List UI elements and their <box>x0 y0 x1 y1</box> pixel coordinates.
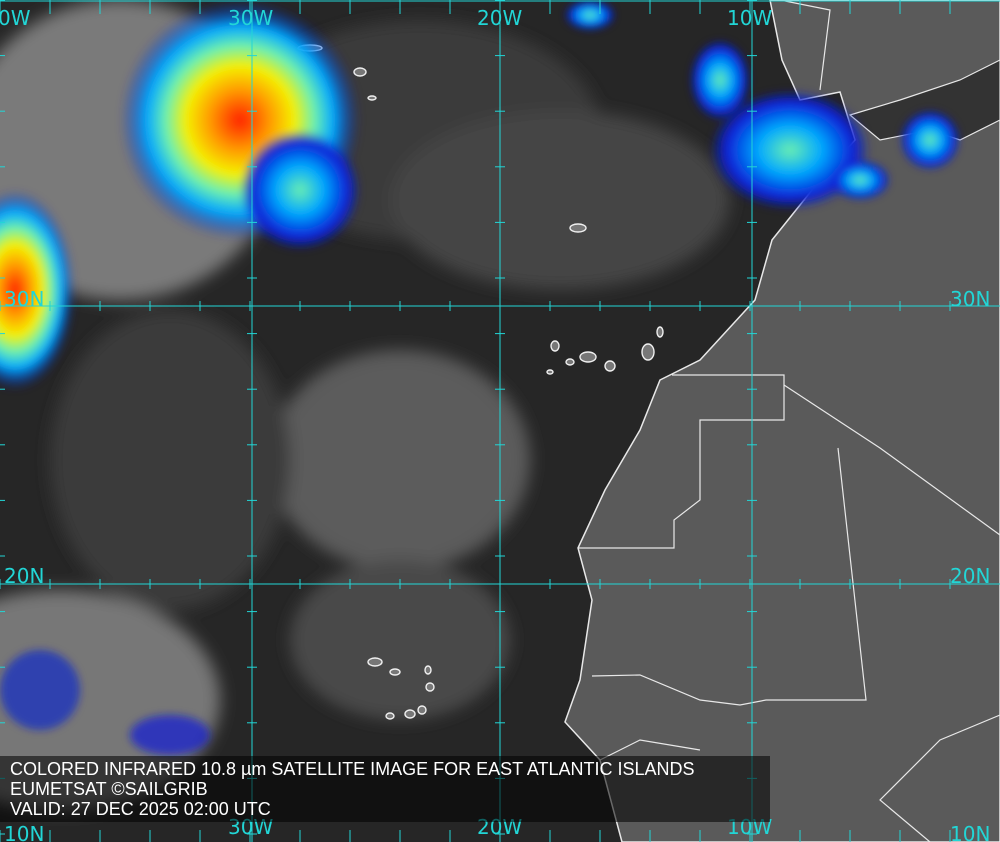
lon-label-bottom-1: 30W <box>228 815 274 839</box>
lat-label-right-1: 20N <box>950 564 991 588</box>
caption-box: COLORED INFRARED 10.8 µm SATELLITE IMAGE… <box>0 756 770 822</box>
cold-cloud-tops <box>0 0 960 755</box>
lat-label-left-1: 20N <box>4 564 45 588</box>
lat-label-right-2: 10N <box>950 822 991 842</box>
grid-ticks <box>0 0 951 842</box>
lat-label-right-0: 30N <box>950 287 991 311</box>
lon-label-top-3: 10W <box>727 6 773 30</box>
lon-label-bottom-2: 20W <box>477 815 523 839</box>
lat-label-bottom-left: 10N <box>4 822 45 842</box>
image-credit: EUMETSAT ©SAILGRIB <box>10 779 208 799</box>
lon-label-top-1: 30W <box>228 6 274 30</box>
lon-label-top-0: 0W <box>0 6 31 30</box>
image-title: COLORED INFRARED 10.8 µm SATELLITE IMAGE… <box>10 759 695 779</box>
country-borders <box>578 0 1000 842</box>
mediterranean-sea <box>848 59 1000 141</box>
lat-label-left-0: 30N <box>4 287 45 311</box>
lon-label-bottom-3: 10W <box>727 815 773 839</box>
lon-label-top-2: 20W <box>477 6 523 30</box>
valid-time: VALID: 27 DEC 2025 02:00 UTC <box>10 799 271 819</box>
